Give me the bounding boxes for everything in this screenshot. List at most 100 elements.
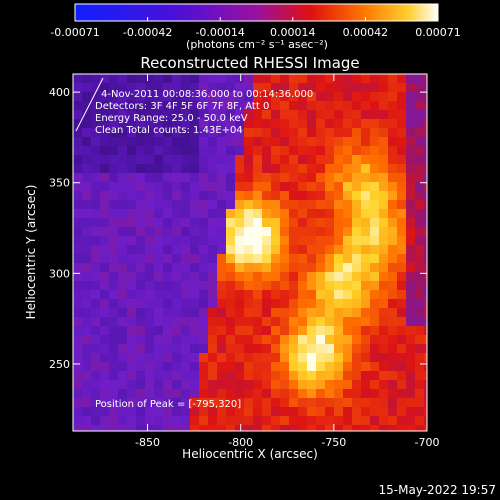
heatmap-cell bbox=[127, 308, 137, 318]
heatmap-cell bbox=[100, 209, 110, 219]
heatmap-cell bbox=[307, 263, 317, 273]
heatmap-cell bbox=[127, 317, 137, 327]
heatmap-cell bbox=[172, 182, 182, 192]
heatmap-cell bbox=[280, 263, 290, 273]
heatmap-cell bbox=[316, 74, 326, 84]
heatmap-cell bbox=[280, 407, 290, 417]
heatmap-cell bbox=[262, 92, 272, 102]
heatmap-cell bbox=[379, 101, 389, 111]
heatmap-cell bbox=[190, 92, 200, 102]
heatmap-cell bbox=[334, 281, 344, 291]
heatmap-cell bbox=[190, 335, 200, 345]
heatmap-cell bbox=[244, 371, 254, 381]
heatmap-cell bbox=[226, 182, 236, 192]
heatmap-cell bbox=[208, 290, 218, 300]
heatmap-cell bbox=[181, 317, 191, 327]
heatmap-cell bbox=[325, 335, 335, 345]
heatmap-cell bbox=[406, 164, 416, 174]
heatmap-cell bbox=[343, 407, 353, 417]
heatmap-cell bbox=[343, 173, 353, 183]
heatmap-cell bbox=[199, 101, 209, 111]
heatmap-cell bbox=[352, 128, 362, 138]
heatmap-cell bbox=[82, 299, 92, 309]
heatmap-cell bbox=[235, 164, 245, 174]
heatmap-cell bbox=[316, 83, 326, 93]
heatmap-cell bbox=[208, 272, 218, 282]
heatmap-cell bbox=[199, 407, 209, 417]
heatmap-cell bbox=[289, 407, 299, 417]
heatmap-cell bbox=[379, 290, 389, 300]
y-tick-label: 250 bbox=[49, 358, 70, 371]
heatmap-cell bbox=[154, 128, 164, 138]
heatmap-cell bbox=[262, 263, 272, 273]
heatmap-cell bbox=[361, 272, 371, 282]
heatmap-cell bbox=[163, 389, 173, 399]
heatmap-cell bbox=[379, 155, 389, 165]
heatmap-cell bbox=[136, 389, 146, 399]
heatmap-cell bbox=[127, 245, 137, 255]
heatmap-cell bbox=[343, 83, 353, 93]
heatmap-cell bbox=[316, 290, 326, 300]
heatmap-cell bbox=[253, 74, 263, 84]
heatmap-cell bbox=[406, 317, 416, 327]
heatmap-cell bbox=[109, 191, 119, 201]
limb-arc bbox=[75, 77, 104, 132]
heatmap-cell bbox=[163, 299, 173, 309]
heatmap-cell bbox=[181, 326, 191, 336]
heatmap-cell bbox=[235, 308, 245, 318]
heatmap-cell bbox=[91, 227, 101, 237]
heatmap-cell bbox=[208, 326, 218, 336]
heatmap-cell bbox=[235, 128, 245, 138]
heatmap-cell bbox=[397, 416, 407, 426]
heatmap-cell bbox=[343, 227, 353, 237]
heatmap-cell bbox=[73, 92, 83, 102]
heatmap-cell bbox=[145, 83, 155, 93]
heatmap-cell bbox=[127, 389, 137, 399]
heatmap-cell bbox=[163, 110, 173, 120]
heatmap-cell bbox=[352, 398, 362, 408]
heatmap-cell bbox=[316, 344, 326, 354]
heatmap-cell bbox=[316, 164, 326, 174]
heatmap-cell bbox=[343, 254, 353, 264]
heatmap-cell bbox=[127, 182, 137, 192]
heatmap-cell bbox=[109, 137, 119, 147]
heatmap-cell bbox=[199, 317, 209, 327]
heatmap-cell bbox=[154, 191, 164, 201]
heatmap-cell bbox=[289, 101, 299, 111]
heatmap-cell bbox=[172, 272, 182, 282]
heatmap-cell bbox=[118, 92, 128, 102]
heatmap-cell bbox=[253, 353, 263, 363]
heatmap-cell bbox=[307, 119, 317, 129]
heatmap-cell bbox=[352, 227, 362, 237]
heatmap-cell bbox=[100, 407, 110, 417]
heatmap-cell bbox=[208, 299, 218, 309]
heatmap-cell bbox=[388, 191, 398, 201]
heatmap-cell bbox=[415, 137, 425, 147]
heatmap-cell bbox=[253, 119, 263, 129]
heatmap-cell bbox=[361, 164, 371, 174]
heatmap-cell bbox=[280, 380, 290, 390]
heatmap-cell bbox=[271, 227, 281, 237]
heatmap-cell bbox=[370, 335, 380, 345]
heatmap-cell bbox=[82, 281, 92, 291]
heatmap-cell bbox=[424, 209, 427, 219]
heatmap-cell bbox=[136, 335, 146, 345]
heatmap-cell bbox=[91, 407, 101, 417]
heatmap-cell bbox=[406, 191, 416, 201]
heatmap-cell bbox=[181, 137, 191, 147]
heatmap-cell bbox=[82, 92, 92, 102]
heatmap-cell bbox=[145, 425, 155, 431]
heatmap-cell bbox=[388, 272, 398, 282]
heatmap-cell bbox=[307, 362, 317, 372]
heatmap-cell bbox=[82, 362, 92, 372]
heatmap-cell bbox=[325, 128, 335, 138]
heatmap-cell bbox=[100, 146, 110, 156]
heatmap-cell bbox=[154, 416, 164, 426]
heatmap-cell bbox=[127, 74, 137, 84]
heatmap-cell bbox=[244, 110, 254, 120]
heatmap-cell bbox=[199, 182, 209, 192]
heatmap-cell bbox=[82, 407, 92, 417]
heatmap-cell bbox=[271, 299, 281, 309]
heatmap-cell bbox=[253, 308, 263, 318]
